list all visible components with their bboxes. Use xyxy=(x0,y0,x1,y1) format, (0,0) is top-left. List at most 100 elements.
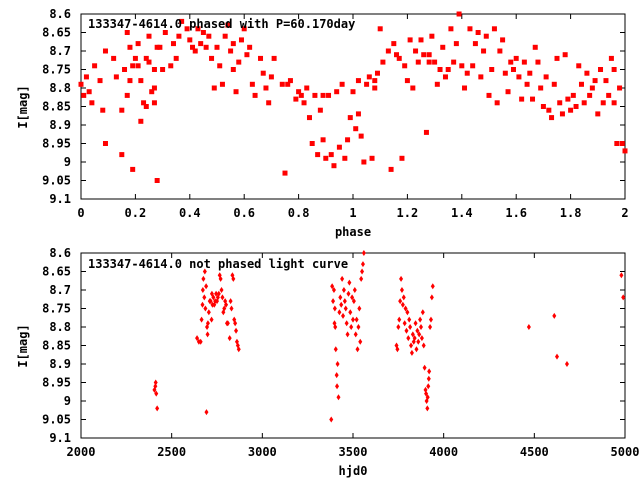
unphased-data-point xyxy=(234,327,239,334)
phased-data-point xyxy=(608,55,614,61)
unphased-y-axis-label: I[mag] xyxy=(16,324,30,367)
unphased-y-tick-label: 8.9 xyxy=(49,357,71,371)
phased-data-point xyxy=(426,52,432,58)
phased-data-point xyxy=(154,44,160,50)
phased-data-point xyxy=(543,74,549,80)
phased-data-point xyxy=(565,96,571,102)
unphased-data-point xyxy=(340,275,345,282)
unphased-data-point xyxy=(422,364,427,371)
unphased-data-point xyxy=(338,294,343,301)
phased-data-point xyxy=(244,52,250,58)
phased-data-point xyxy=(111,55,117,61)
unphased-data-point xyxy=(329,416,334,423)
phased-data-point xyxy=(510,67,516,72)
phased-data-point xyxy=(160,67,166,72)
unphased-data-point xyxy=(231,275,236,282)
phased-data-point xyxy=(285,81,291,87)
phased-data-point xyxy=(323,155,329,161)
phased-data-point xyxy=(320,137,326,143)
unphased-data-point xyxy=(430,283,435,290)
phased-data-point xyxy=(497,48,503,54)
phased-data-point xyxy=(404,78,410,84)
phased-data-point xyxy=(377,26,383,32)
unphased-light-curve-panel: 2000 2500 3000 3500 4000 4500 5000 8.68.658.78… xyxy=(16,246,639,478)
phased-data-point xyxy=(225,22,231,28)
phased-data-point xyxy=(462,85,468,91)
unphased-y-tick-label: 9 xyxy=(64,394,71,408)
phased-data-point xyxy=(521,59,527,65)
unphased-data-point xyxy=(418,316,423,323)
unphased-data-point xyxy=(352,287,357,293)
phased-x-tick-label: 1.8 xyxy=(560,206,582,220)
unphased-data-point xyxy=(358,338,363,345)
unphased-data-point xyxy=(201,275,206,282)
phased-x-tick-label: 0.2 xyxy=(125,206,147,220)
phased-x-tick-label: 2 xyxy=(621,206,628,220)
unphased-data-point xyxy=(417,331,422,338)
phased-data-point xyxy=(538,85,544,91)
phased-data-point xyxy=(173,55,179,61)
phased-y-tick-label: 8.75 xyxy=(42,63,71,77)
phased-data-point xyxy=(374,70,380,76)
phased-data-point xyxy=(170,41,176,47)
phased-data-point xyxy=(320,92,326,98)
unphased-data-point xyxy=(219,287,224,293)
unphased-data-point xyxy=(427,368,432,375)
unphased-data-point xyxy=(224,301,229,308)
phased-data-point xyxy=(516,74,522,80)
unphased-data-point xyxy=(209,316,214,323)
unphased-data-point xyxy=(429,294,434,301)
phased-data-point xyxy=(603,78,609,84)
phased-data-point xyxy=(413,48,419,54)
phased-data-point xyxy=(154,178,160,183)
phased-data-point xyxy=(600,100,606,106)
phased-data-point xyxy=(247,44,253,50)
unphased-plot-frame xyxy=(80,252,626,439)
unphased-x-tick-label: 3000 xyxy=(248,445,277,459)
unphased-x-tick-label: 2000 xyxy=(67,445,96,459)
unphased-data-point xyxy=(402,320,407,327)
phased-data-point xyxy=(415,59,421,65)
unphased-data-point xyxy=(425,394,430,401)
phased-data-point xyxy=(527,70,533,76)
phased-data-point xyxy=(263,85,269,91)
phased-data-point xyxy=(282,170,288,176)
unphased-data-point xyxy=(408,324,413,330)
phased-data-point xyxy=(304,85,310,91)
phased-x-tick-label: 1.4 xyxy=(451,206,473,220)
phased-data-point xyxy=(78,81,84,87)
phased-data-point xyxy=(502,70,508,76)
unphased-y-tick-label: 8.6 xyxy=(49,246,71,260)
unphased-data-point xyxy=(222,305,227,312)
phased-data-point xyxy=(130,63,136,69)
unphased-data-point xyxy=(621,294,626,301)
phased-data-point xyxy=(464,70,470,76)
phased-data-point xyxy=(190,44,196,50)
phased-data-point xyxy=(293,96,299,102)
phased-data-point xyxy=(249,81,255,87)
unphased-data-point xyxy=(426,375,431,382)
phased-data-point xyxy=(252,92,258,98)
unphased-data-point xyxy=(198,338,203,345)
phased-data-point xyxy=(472,41,478,47)
unphased-y-tick-label: 8.8 xyxy=(49,320,71,334)
phased-y-tick-label: 9.1 xyxy=(49,192,71,206)
unphased-data-point xyxy=(406,335,411,342)
phased-y-axis-label: I[mag] xyxy=(16,85,30,128)
phased-data-point xyxy=(366,74,372,80)
unphased-data-point xyxy=(400,301,405,308)
unphased-data-point xyxy=(350,294,355,301)
unphased-data-point xyxy=(206,309,211,316)
unphased-data-point xyxy=(351,316,355,323)
phased-data-point xyxy=(434,81,440,87)
phased-data-point xyxy=(146,33,152,39)
unphased-x-tick-label: 3500 xyxy=(339,445,368,459)
phased-data-point xyxy=(317,107,323,113)
phased-data-point xyxy=(470,63,476,69)
unphased-data-point xyxy=(426,383,431,390)
unphased-data-point xyxy=(425,405,430,412)
unphased-data-point xyxy=(398,298,403,305)
phased-data-point xyxy=(576,63,582,69)
phased-data-point xyxy=(372,85,378,91)
phased-data-point xyxy=(203,44,209,50)
